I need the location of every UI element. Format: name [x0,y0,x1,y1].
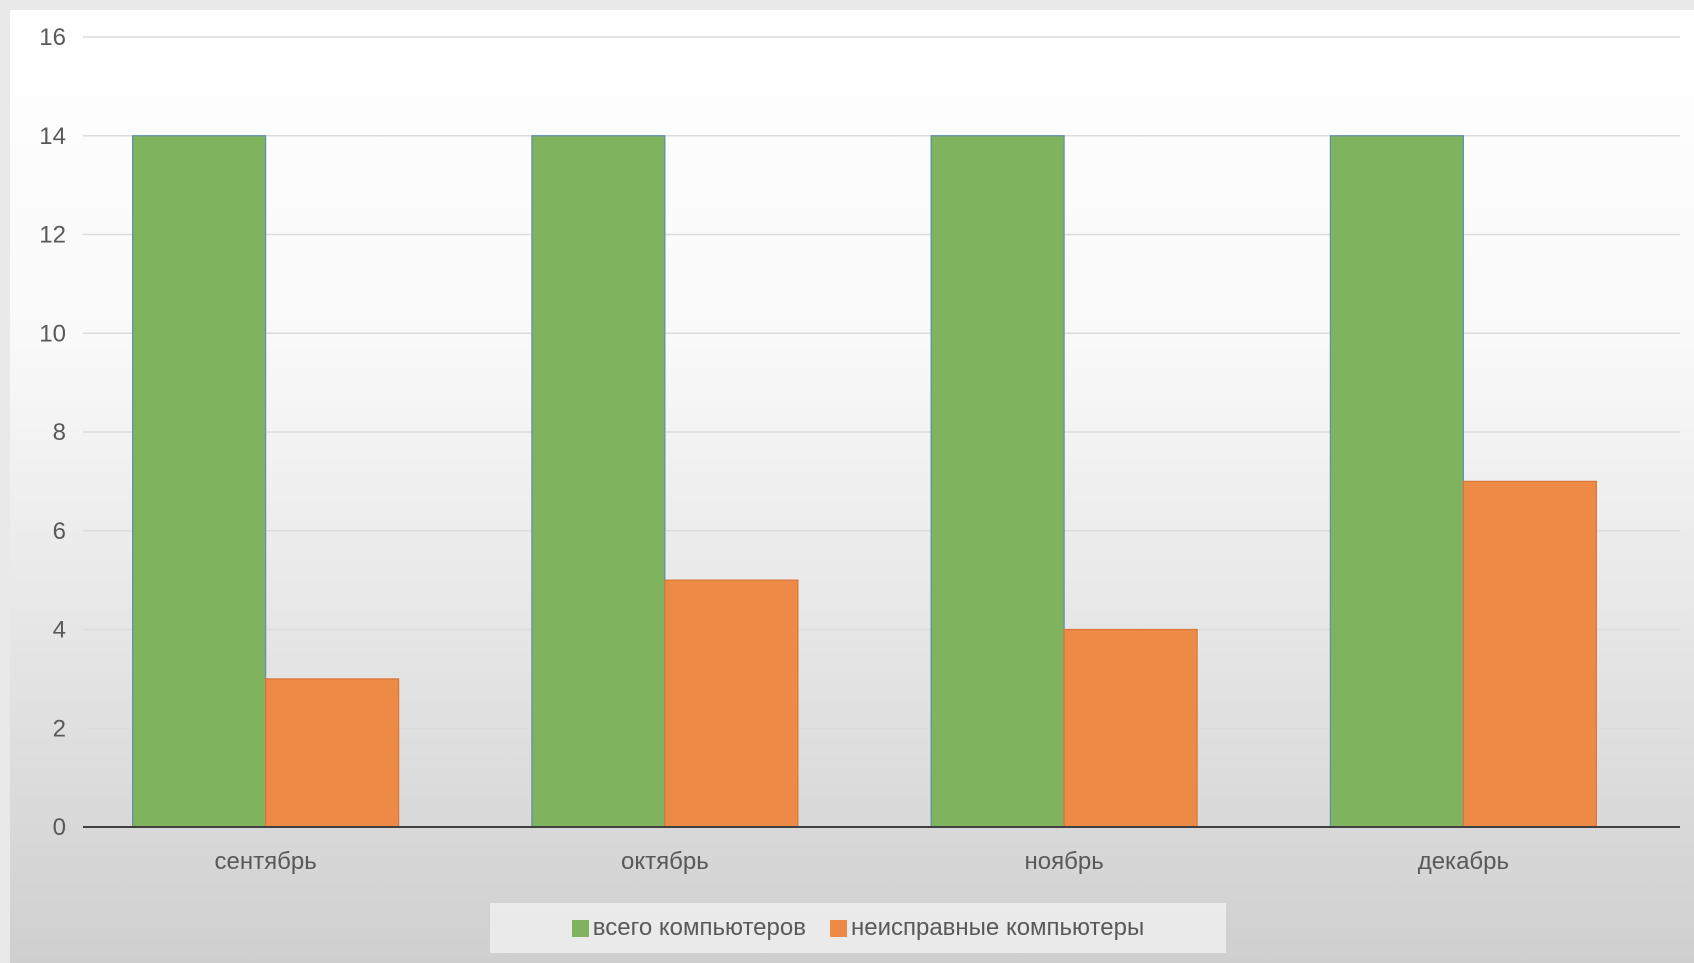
legend-item-faulty: неисправные компьютеры [829,914,1145,942]
y-tick-label: 6 [53,518,66,545]
x-category-label: октябрь [621,848,709,875]
y-axis-ticks: 0 2 4 6 8 10 12 14 16 [39,24,66,841]
x-category-label: декабрь [1418,848,1509,875]
bar-faulty-computers [1063,628,1198,828]
x-axis-categories: сентябрь октябрь ноябрь декабрь [215,848,1510,875]
legend-label-total: всего компьютеров [592,914,806,941]
y-tick-label: 2 [53,715,66,742]
legend-item-total: всего компьютеров [571,914,806,942]
bar-faulty-computers [265,678,400,828]
y-tick-label: 10 [39,320,66,347]
legend: всего компьютеров неисправные компьютеры [490,903,1226,953]
y-tick-label: 12 [39,222,66,249]
legend-swatch-faulty [829,919,847,937]
y-tick-label: 14 [39,123,66,150]
bars [132,135,1597,828]
x-category-label: ноябрь [1025,848,1104,875]
y-tick-label: 16 [39,24,66,51]
y-tick-label: 0 [53,814,66,841]
legend-label-faulty: неисправные компьютеры [850,914,1145,941]
legend-swatch-total [571,919,589,937]
bar-faulty-computers [664,579,799,828]
bar-total-computers [1329,135,1464,828]
bar-total-computers [531,135,666,828]
bar-faulty-computers [1462,480,1597,828]
bar-total-computers [132,135,267,828]
y-tick-label: 4 [53,617,66,644]
x-category-label: сентябрь [215,848,317,875]
bar-total-computers [930,135,1065,828]
y-tick-label: 8 [53,419,66,446]
